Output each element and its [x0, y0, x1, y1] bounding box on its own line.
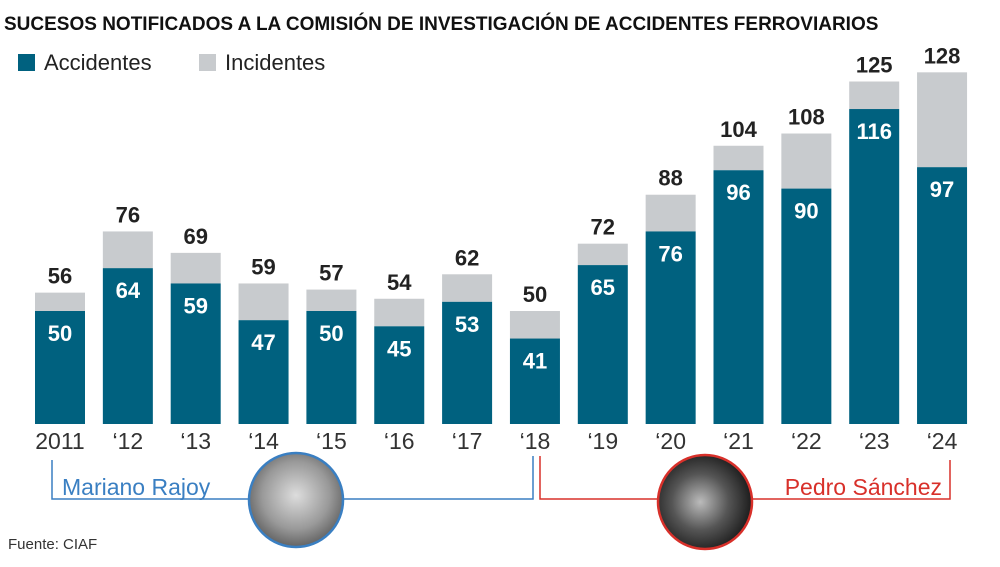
bar-accidentes — [849, 109, 900, 424]
bar-accidentes — [509, 338, 560, 424]
bar-incidentes — [509, 311, 560, 339]
label-accidentes: 45 — [387, 336, 411, 361]
x-tick-label: ‘22 — [791, 428, 822, 454]
bar-incidentes — [577, 243, 628, 266]
mariano-rajoy-portrait — [247, 451, 345, 549]
legend-label-incidentes: Incidentes — [225, 50, 325, 75]
bar-accidentes — [645, 231, 696, 424]
pedro-sanchez-portrait — [656, 453, 754, 551]
label-accidentes: 64 — [116, 278, 141, 303]
x-tick-label: ‘15 — [316, 428, 347, 454]
label-total: 72 — [591, 215, 615, 240]
label-accidentes: 65 — [591, 275, 615, 300]
label-accidentes: 97 — [930, 177, 954, 202]
label-total: 54 — [387, 270, 412, 295]
x-tick-label: ‘13 — [180, 428, 211, 454]
bar-incidentes — [645, 194, 696, 232]
label-total: 108 — [788, 105, 825, 130]
label-accidentes: 41 — [523, 349, 547, 374]
label-total: 125 — [856, 53, 893, 78]
label-total: 128 — [924, 43, 961, 68]
bar-accidentes — [917, 167, 968, 424]
bar-accidentes — [102, 268, 153, 424]
bar-accidentes — [35, 311, 85, 424]
bar-incidentes — [713, 145, 764, 171]
bar-incidentes — [917, 72, 968, 168]
period-rajoy: Mariano Rajoy — [51, 451, 534, 549]
x-tick-label: ‘23 — [859, 428, 890, 454]
chart-title: SUCESOS NOTIFICADOS A LA COMISIÓN DE INV… — [4, 13, 878, 35]
bar-accidentes — [374, 326, 425, 424]
bar-accidentes — [306, 311, 357, 424]
label-total: 50 — [523, 282, 547, 307]
bar-incidentes — [442, 274, 493, 302]
label-accidentes: 53 — [455, 312, 479, 337]
label-total: 56 — [48, 264, 72, 289]
x-tick-label: ‘17 — [452, 428, 483, 454]
x-tick-label: ‘21 — [723, 428, 754, 454]
label-total: 57 — [319, 261, 343, 286]
bar-incidentes — [238, 283, 289, 321]
label-total: 76 — [116, 202, 140, 227]
bar-incidentes — [306, 289, 357, 311]
x-tick-label: ‘16 — [384, 428, 415, 454]
bar-incidentes — [374, 298, 425, 327]
source-note: Fuente: CIAF — [8, 536, 97, 553]
x-tick-label: ‘20 — [655, 428, 686, 454]
x-tick-label: ‘14 — [248, 428, 279, 454]
legend-swatch-incidentes — [199, 54, 216, 71]
label-accidentes: 116 — [856, 119, 892, 144]
sanchez-label: Pedro Sánchez — [785, 474, 942, 500]
label-accidentes: 47 — [251, 330, 275, 355]
bar-incidentes — [849, 81, 900, 110]
legend-label-accidentes: Accidentes — [44, 50, 152, 75]
bar-incidentes — [170, 252, 221, 284]
label-total: 88 — [658, 166, 682, 191]
bar-accidentes — [238, 320, 289, 424]
label-accidentes: 96 — [726, 180, 750, 205]
x-tick-label: ‘24 — [927, 428, 958, 454]
bar-accidentes — [713, 170, 764, 424]
bars: 50 56 2011 64 76 ‘12 59 69 ‘13 47 59 ‘14 50 57 ‘15 45 54… — [35, 43, 968, 454]
bar-accidentes — [170, 283, 221, 424]
label-accidentes: 59 — [183, 293, 207, 318]
label-total: 59 — [251, 254, 275, 279]
label-accidentes: 90 — [794, 199, 818, 224]
x-tick-label: ‘19 — [587, 428, 618, 454]
legend-swatch-accidentes — [18, 54, 35, 71]
bar-accidentes — [781, 188, 832, 424]
period-sanchez: Pedro Sánchez — [539, 453, 951, 551]
label-total: 69 — [183, 224, 207, 249]
label-total: 104 — [720, 117, 757, 142]
bar-incidentes — [781, 133, 832, 189]
bar-accidentes — [442, 301, 493, 424]
bar-incidentes — [35, 292, 85, 311]
label-accidentes: 50 — [48, 321, 72, 346]
x-tick-label: 2011 — [35, 428, 84, 454]
label-accidentes: 50 — [319, 321, 343, 346]
bar-incidentes — [102, 231, 153, 269]
legend: Accidentes Incidentes — [18, 50, 325, 75]
x-tick-label: ‘18 — [520, 428, 551, 454]
label-total: 62 — [455, 245, 479, 270]
x-tick-label: ‘12 — [112, 428, 143, 454]
bar-accidentes — [577, 265, 628, 424]
rajoy-label: Mariano Rajoy — [62, 474, 211, 500]
label-accidentes: 76 — [658, 241, 682, 266]
